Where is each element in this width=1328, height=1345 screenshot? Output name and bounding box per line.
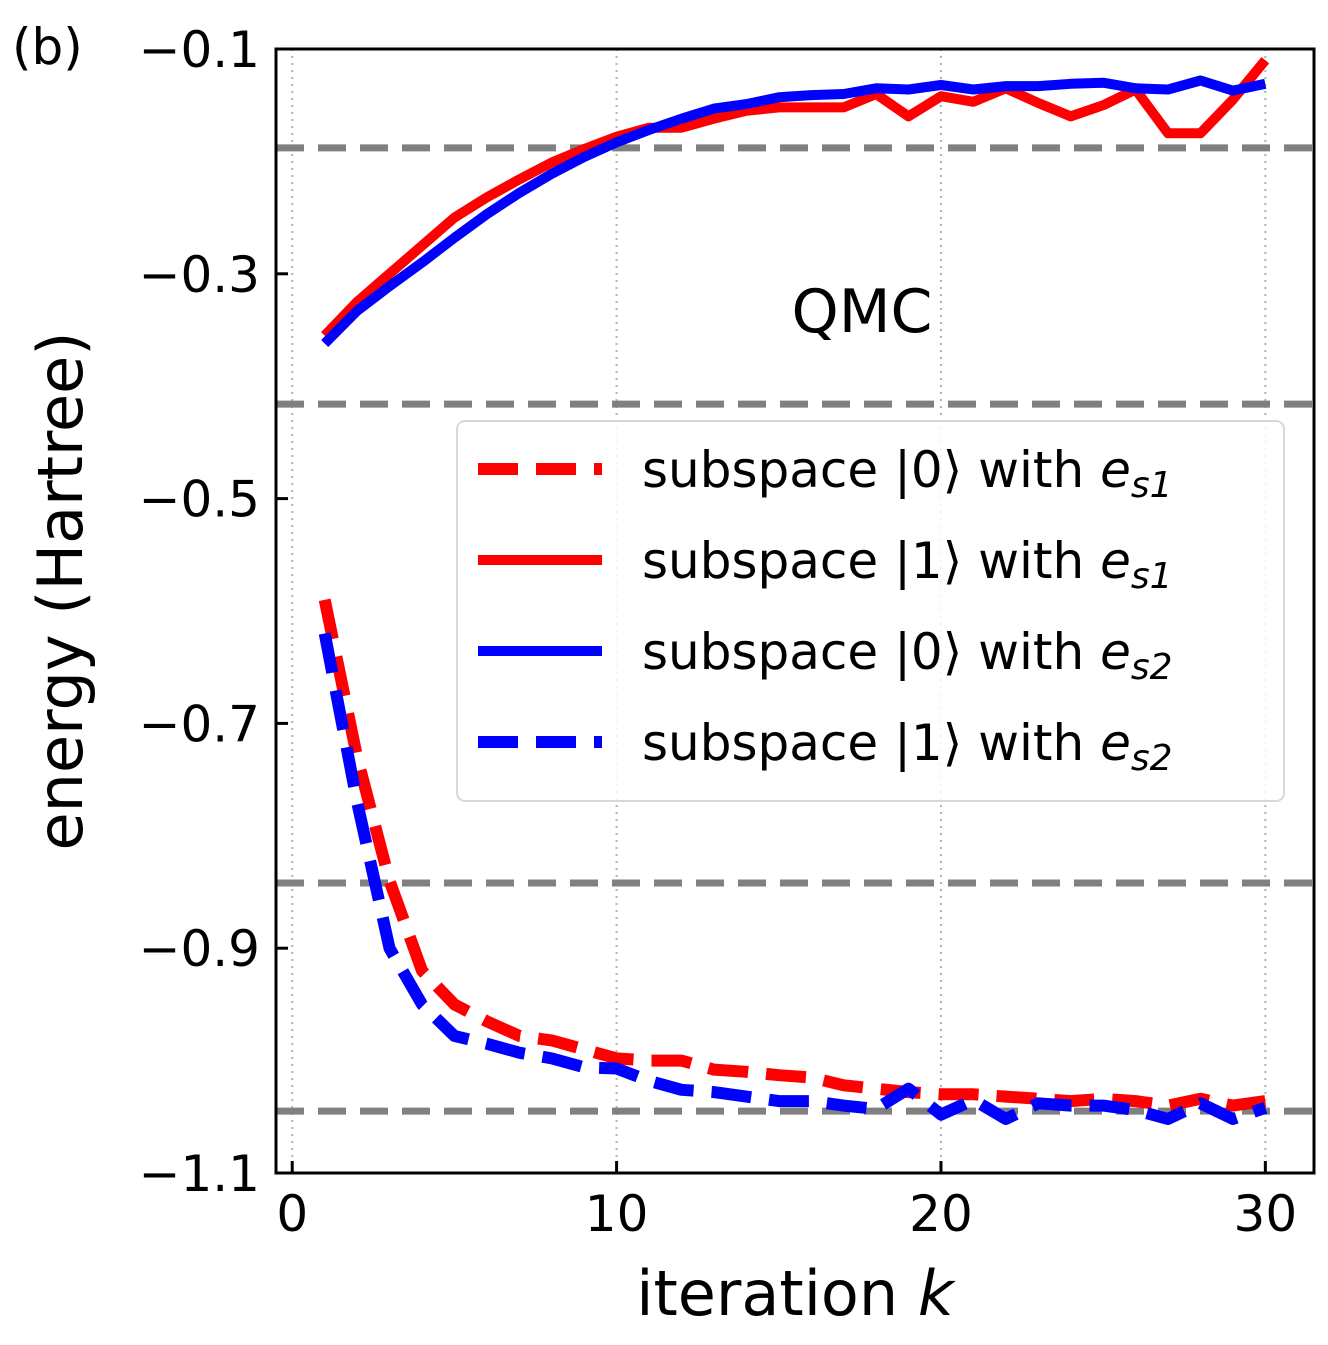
legend-box: [456, 420, 1285, 802]
legend-label-2-ket: |0⟩: [894, 623, 962, 681]
legend-label-2-e: e: [1100, 623, 1131, 681]
legend-label-1-sub: s1: [1131, 556, 1173, 597]
legend-label-3-mid: with: [962, 714, 1100, 772]
plot-frame: [274, 47, 1316, 1175]
y-tick-label-3: −0.7: [139, 695, 260, 753]
panel-label: (b): [12, 18, 83, 76]
qmc-annotation: QMC: [792, 277, 933, 347]
x-axis-label: iteration k: [636, 1257, 956, 1330]
legend-label-0-e: e: [1100, 441, 1131, 499]
legend-label-3-ket: |1⟩: [894, 714, 962, 772]
series-layer: [318, 57, 1270, 1125]
legend-label-0-ket: |0⟩: [894, 441, 962, 499]
legend-label-1-ket: |1⟩: [894, 532, 962, 590]
series-line-0: [318, 598, 1267, 1112]
y-tick-label-2: −0.5: [139, 471, 260, 529]
legend-label-1-mid: with: [962, 532, 1100, 590]
y-tick-label-1: −0.3: [139, 246, 260, 304]
legend-label-2-mid: with: [962, 623, 1100, 681]
legend-label-1-e: e: [1100, 532, 1131, 590]
series-line-3: [318, 632, 1268, 1125]
legend-label-2-sub: s2: [1131, 647, 1173, 688]
legend-label-1: subspace |1⟩ with es1: [642, 532, 1173, 597]
x-tick-label-1: 10: [585, 1185, 649, 1243]
legend-label-0-prefix: subspace: [642, 441, 894, 499]
x-tick-label-0: 0: [276, 1185, 308, 1243]
legend-label-3-prefix: subspace: [642, 714, 894, 772]
legend-label-0: subspace |0⟩ with es1: [642, 441, 1173, 506]
series-line-1: [321, 57, 1270, 340]
y-tick-label-0: −0.1: [139, 21, 260, 79]
legend-label-1-prefix: subspace: [642, 532, 894, 590]
x-tick-label-3: 30: [1234, 1185, 1298, 1243]
tick-layer: 0 10 20 30 −0.1 −0.3 −0.5 −0.7 −0.9 −1.1: [139, 21, 1298, 1243]
legend-label-2: subspace |0⟩ with es2: [642, 623, 1173, 688]
legend-label-3-sub: s2: [1131, 738, 1173, 779]
x-tick-label-2: 20: [909, 1185, 973, 1243]
legend-label-0-mid: with: [962, 441, 1100, 499]
x-axis-label-var: k: [918, 1257, 956, 1330]
y-tick-label-5: −1.1: [139, 1145, 260, 1203]
legend-label-3: subspace |1⟩ with es2: [642, 714, 1173, 779]
legend-label-0-sub: s1: [1131, 465, 1173, 506]
reference-lines: [276, 144, 1314, 1115]
legend-label-3-e: e: [1100, 714, 1131, 772]
series-line-2: [321, 75, 1267, 348]
x-axis-label-text: iteration: [636, 1257, 918, 1330]
y-tick-label-4: −0.9: [139, 920, 260, 978]
y-axis-label: energy (Hartree): [24, 332, 97, 851]
legend-label-2-prefix: subspace: [642, 623, 894, 681]
